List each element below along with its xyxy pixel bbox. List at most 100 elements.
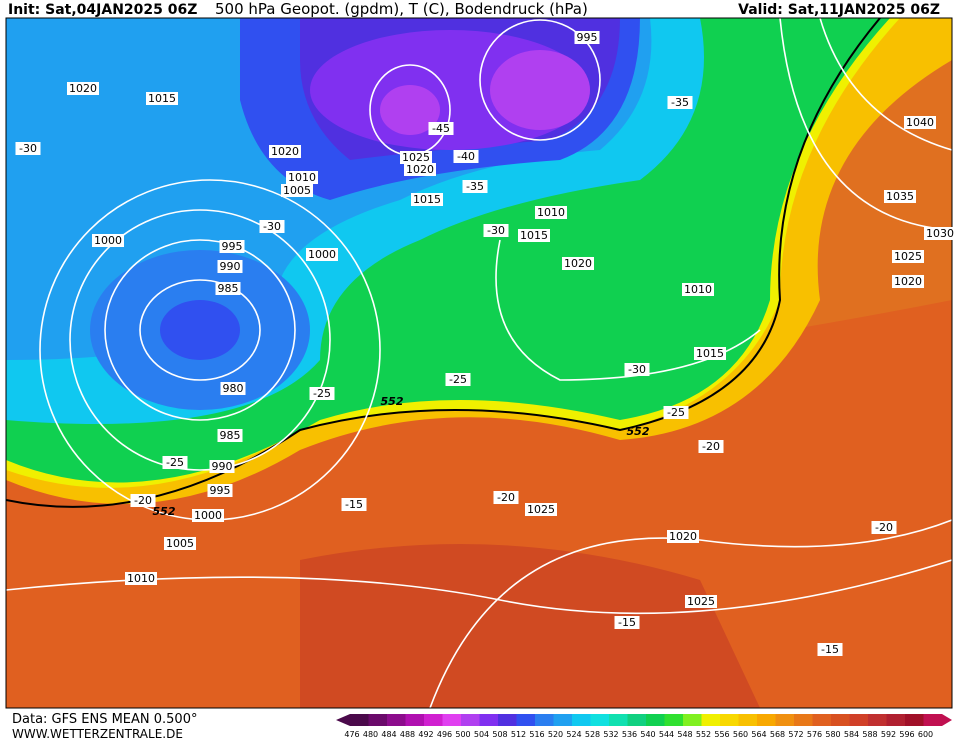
colorbar-label: 556 [714,730,729,739]
colorbar-label: 488 [400,730,415,739]
pressure-label-box [682,283,714,296]
pressure-label: 1030 [926,227,954,240]
colorbar-swatch [609,714,628,726]
temperature-label: -25 [313,387,331,400]
colorbar-label: 548 [677,730,692,739]
colorbar-label: 504 [474,730,489,739]
map-frame [5,17,953,709]
temperature-label: -30 [628,363,646,376]
temperature-label: -15 [821,643,839,656]
colorbar-label: 544 [659,730,674,739]
colorbar-swatch [498,714,517,726]
temperature-label-box [162,456,188,469]
pressure-label-box [892,275,924,288]
pressure-label: 1035 [886,190,914,203]
colorbar-swatch [535,714,554,726]
colorbar-swatch [553,714,572,726]
pressure-label: 1010 [684,283,712,296]
colorbar-swatch [905,714,924,726]
valid-time: Valid: Sat,11JAN2025 06Z [738,2,940,18]
colorbar-swatch [646,714,665,726]
pressure-label-box [269,145,301,158]
colorbar-label: 524 [566,730,581,739]
colorbar-swatch [923,714,942,726]
pressure-label-box [525,503,557,516]
colorbar-label: 492 [418,730,433,739]
temperature-label: -25 [667,406,685,419]
pressure-label: 990 [220,260,241,273]
pressure-label-box [884,190,916,203]
pressure-label: 1020 [69,82,97,95]
pressure-label-box [411,193,443,206]
colorbar-swatch [461,714,480,726]
temperature-label-box [493,491,519,504]
pressure-label: 995 [577,31,598,44]
pressure-label: 990 [212,460,233,473]
temperature-label-box [453,150,479,163]
temperature-label: -20 [497,491,515,504]
pressure-label-box [892,250,924,263]
pressure-label: 1010 [127,572,155,585]
geopotential-label: 552 [627,425,650,438]
colorbar-arrow [336,714,350,726]
colorbar-label: 496 [437,730,452,739]
colorbar-swatch [849,714,868,726]
pressure-label: 995 [210,484,231,497]
colorbar-swatch [812,714,831,726]
temperature-label-box [483,224,509,237]
colorbar-swatch [775,714,794,726]
pressure-label: 1010 [288,171,316,184]
pressure-label: 1020 [669,530,697,543]
colorbar-label: 592 [881,730,896,739]
colorbar-label: 528 [585,730,600,739]
pressure-label-box [694,347,726,360]
temperature-label: -30 [263,220,281,233]
colorbar-label: 484 [381,730,396,739]
pressure-label: 1015 [520,229,548,242]
pressure-label: 980 [223,382,244,395]
pressure-label: 985 [220,429,241,442]
temperature-label: -20 [875,521,893,534]
pressure-label: 1025 [687,595,715,608]
colorbar-arrow [942,714,952,726]
pressure-label: 1015 [696,347,724,360]
colorbar-label: 596 [899,730,914,739]
temperature-label: -25 [166,456,184,469]
pressure-label-box [207,484,233,497]
pressure-label-box [67,82,99,95]
colorbar-label: 584 [844,730,859,739]
pressure-label: 1000 [308,248,336,261]
pressure-label-box [667,530,699,543]
temperature-label-box [309,387,335,400]
colorbar-swatch [831,714,850,726]
pressure-label-box [562,257,594,270]
colorbar-label: 500 [455,730,470,739]
pressure-label: 1000 [94,234,122,247]
colorbar-label: 520 [548,730,563,739]
colorbar-label: 508 [492,730,507,739]
pressure-label: 1025 [527,503,555,516]
temperature-label-box [698,440,724,453]
colorbar-swatch [516,714,535,726]
pressure-label-box [209,460,235,473]
pressure-label-box [518,229,550,242]
pressure-label-box [904,116,936,129]
colorbar-swatch [868,714,887,726]
temperature-label-box [624,363,650,376]
pressure-label: 1020 [564,257,592,270]
pressure-label-box [924,227,956,240]
colorbar-swatch [387,714,406,726]
colorbar-swatch [368,714,387,726]
temperature-label: -40 [457,150,475,163]
init-time: Init: Sat,04JAN2025 06Z [8,2,197,18]
colorbar-swatch [886,714,905,726]
pressure-label: 1000 [194,509,222,522]
temperature-label-box [445,373,471,386]
colorbar-swatch [590,714,609,726]
temperature-label-box [341,498,367,511]
colorbar-swatch [701,714,720,726]
temperature-label: -15 [345,498,363,511]
temperature-label-box [871,521,897,534]
pressure-label-box [215,282,241,295]
temperature-label: -25 [449,373,467,386]
